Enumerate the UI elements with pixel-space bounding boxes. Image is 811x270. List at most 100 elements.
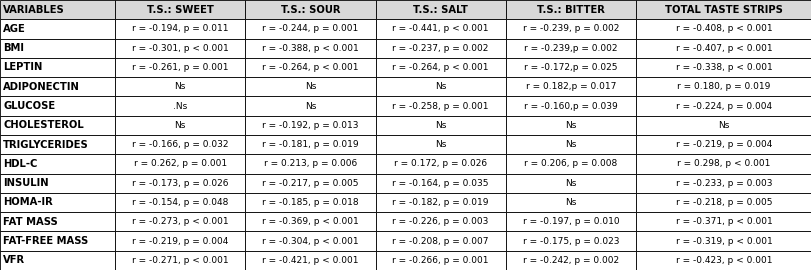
Text: r = -0.421, p < 0.001: r = -0.421, p < 0.001	[262, 256, 358, 265]
Text: Ns: Ns	[564, 198, 576, 207]
Bar	[245, 193, 375, 212]
Bar	[635, 154, 811, 174]
Text: r = -0.194, p = 0.011: r = -0.194, p = 0.011	[131, 24, 228, 33]
Text: r = -0.273, p < 0.001: r = -0.273, p < 0.001	[131, 217, 228, 226]
Text: ADIPONECTIN: ADIPONECTIN	[3, 82, 80, 92]
Bar	[375, 212, 505, 231]
Text: r = -0.261, p = 0.001: r = -0.261, p = 0.001	[131, 63, 228, 72]
Bar	[245, 58, 375, 77]
Bar	[505, 154, 635, 174]
Bar	[115, 212, 245, 231]
Bar	[115, 96, 245, 116]
Text: BMI: BMI	[3, 43, 24, 53]
Bar	[375, 174, 505, 193]
Text: LEPTIN: LEPTIN	[3, 62, 42, 73]
Bar	[505, 0, 635, 19]
Text: r = -0.408, p < 0.001: r = -0.408, p < 0.001	[675, 24, 771, 33]
Text: r = -0.197, p = 0.010: r = -0.197, p = 0.010	[522, 217, 619, 226]
Text: Ns: Ns	[174, 121, 186, 130]
Bar	[375, 135, 505, 154]
Bar	[505, 58, 635, 77]
Bar	[635, 174, 811, 193]
Bar	[505, 19, 635, 39]
Bar	[375, 77, 505, 96]
Bar	[0, 174, 115, 193]
Text: r = -0.258, p = 0.001: r = -0.258, p = 0.001	[392, 102, 488, 111]
Text: r = -0.388, p < 0.001: r = -0.388, p < 0.001	[262, 44, 358, 53]
Text: GLUCOSE: GLUCOSE	[3, 101, 55, 111]
Bar	[505, 116, 635, 135]
Bar	[115, 116, 245, 135]
Bar	[375, 39, 505, 58]
Bar	[115, 58, 245, 77]
Bar	[635, 212, 811, 231]
Bar	[635, 251, 811, 270]
Text: r = -0.192, p = 0.013: r = -0.192, p = 0.013	[262, 121, 358, 130]
Text: r = 0.298, p < 0.001: r = 0.298, p < 0.001	[676, 159, 770, 168]
Bar	[0, 116, 115, 135]
Bar	[635, 19, 811, 39]
Bar	[245, 96, 375, 116]
Bar	[115, 174, 245, 193]
Text: INSULIN: INSULIN	[3, 178, 49, 188]
Text: r = -0.423, p < 0.001: r = -0.423, p < 0.001	[675, 256, 771, 265]
Bar	[635, 231, 811, 251]
Text: r = -0.266, p = 0.001: r = -0.266, p = 0.001	[392, 256, 488, 265]
Bar	[375, 58, 505, 77]
Text: r = -0.407, p < 0.001: r = -0.407, p < 0.001	[675, 44, 771, 53]
Bar	[115, 231, 245, 251]
Bar	[375, 0, 505, 19]
Bar	[505, 96, 635, 116]
Text: T.S.: SOUR: T.S.: SOUR	[281, 5, 340, 15]
Bar	[635, 116, 811, 135]
Text: r = -0.154, p = 0.048: r = -0.154, p = 0.048	[132, 198, 228, 207]
Bar	[0, 39, 115, 58]
Text: r = -0.226, p = 0.003: r = -0.226, p = 0.003	[392, 217, 488, 226]
Bar	[375, 19, 505, 39]
Text: Ns: Ns	[435, 140, 446, 149]
Bar	[0, 193, 115, 212]
Text: Ns: Ns	[718, 121, 729, 130]
Text: HDL-C: HDL-C	[3, 159, 37, 169]
Bar	[0, 19, 115, 39]
Text: r = 0.262, p = 0.001: r = 0.262, p = 0.001	[134, 159, 226, 168]
Text: r = -0.371, p < 0.001: r = -0.371, p < 0.001	[675, 217, 771, 226]
Bar	[635, 135, 811, 154]
Bar	[505, 193, 635, 212]
Bar	[245, 212, 375, 231]
Bar	[245, 154, 375, 174]
Text: r = -0.242, p = 0.002: r = -0.242, p = 0.002	[522, 256, 618, 265]
Text: r = -0.173, p = 0.026: r = -0.173, p = 0.026	[131, 179, 228, 188]
Bar	[245, 174, 375, 193]
Text: r = 0.172, p = 0.026: r = 0.172, p = 0.026	[393, 159, 487, 168]
Bar	[375, 154, 505, 174]
Bar	[245, 231, 375, 251]
Text: r = -0.244, p = 0.001: r = -0.244, p = 0.001	[262, 24, 358, 33]
Text: Ns: Ns	[564, 179, 576, 188]
Bar	[0, 231, 115, 251]
Bar	[115, 154, 245, 174]
Bar	[635, 58, 811, 77]
Text: r = -0.233, p = 0.003: r = -0.233, p = 0.003	[675, 179, 771, 188]
Text: T.S.: BITTER: T.S.: BITTER	[536, 5, 604, 15]
Text: r = -0.271, p < 0.001: r = -0.271, p < 0.001	[131, 256, 228, 265]
Bar	[505, 39, 635, 58]
Bar	[115, 0, 245, 19]
Bar	[505, 174, 635, 193]
Bar	[245, 77, 375, 96]
Text: .Ns: .Ns	[173, 102, 187, 111]
Text: r = 0.206, p = 0.008: r = 0.206, p = 0.008	[524, 159, 617, 168]
Bar	[245, 19, 375, 39]
Text: AGE: AGE	[3, 24, 26, 34]
Text: r = -0.208, p = 0.007: r = -0.208, p = 0.007	[392, 237, 488, 246]
Bar	[0, 58, 115, 77]
Text: r = -0.160,p = 0.039: r = -0.160,p = 0.039	[523, 102, 617, 111]
Text: r = 0.182,p = 0.017: r = 0.182,p = 0.017	[525, 82, 616, 91]
Text: Ns: Ns	[564, 140, 576, 149]
Text: TOTAL TASTE STRIPS: TOTAL TASTE STRIPS	[664, 5, 782, 15]
Text: r = -0.172,p = 0.025: r = -0.172,p = 0.025	[524, 63, 617, 72]
Bar	[505, 212, 635, 231]
Text: T.S.: SALT: T.S.: SALT	[413, 5, 467, 15]
Bar	[0, 96, 115, 116]
Text: r = -0.239,p = 0.002: r = -0.239,p = 0.002	[524, 44, 617, 53]
